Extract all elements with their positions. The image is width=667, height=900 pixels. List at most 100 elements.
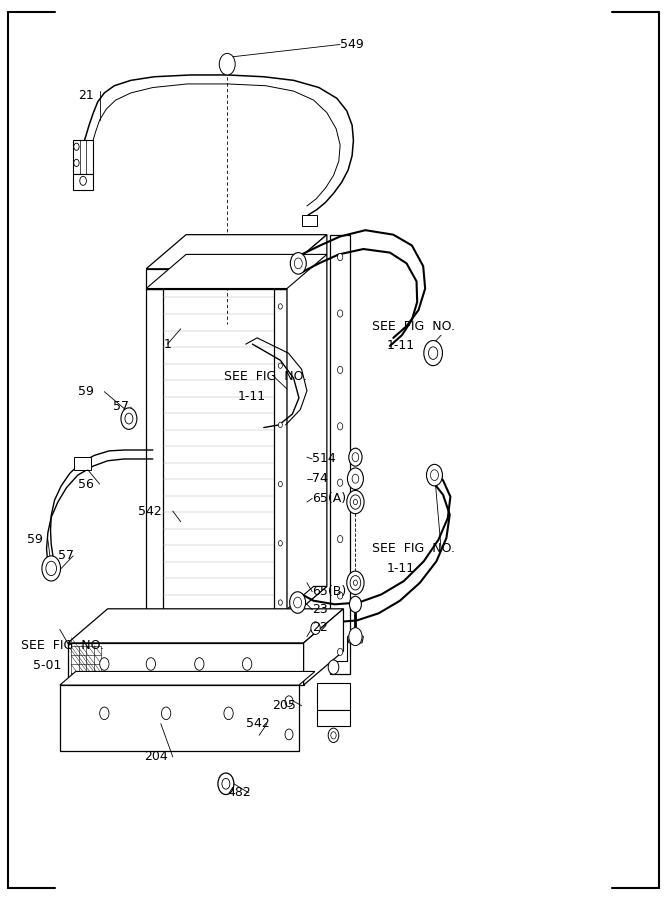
Text: 74: 74 bbox=[312, 472, 328, 485]
Circle shape bbox=[243, 658, 252, 670]
Text: 1: 1 bbox=[164, 338, 172, 351]
Circle shape bbox=[347, 572, 364, 595]
Polygon shape bbox=[73, 174, 93, 190]
Circle shape bbox=[222, 778, 230, 789]
Text: 482: 482 bbox=[227, 787, 251, 799]
Circle shape bbox=[294, 258, 302, 269]
Text: 549: 549 bbox=[340, 38, 364, 51]
Text: 5-01: 5-01 bbox=[33, 659, 61, 671]
Circle shape bbox=[224, 707, 233, 720]
Circle shape bbox=[331, 732, 336, 739]
Text: SEE  FIG  NO.: SEE FIG NO. bbox=[372, 542, 455, 555]
Circle shape bbox=[278, 363, 282, 368]
Text: 59: 59 bbox=[78, 385, 93, 398]
Text: 542: 542 bbox=[137, 505, 161, 518]
Polygon shape bbox=[68, 643, 303, 685]
Circle shape bbox=[354, 580, 358, 586]
Circle shape bbox=[338, 479, 343, 486]
Circle shape bbox=[278, 422, 282, 427]
Text: 59: 59 bbox=[27, 533, 43, 546]
Circle shape bbox=[338, 423, 343, 430]
Polygon shape bbox=[301, 215, 317, 226]
Circle shape bbox=[328, 660, 339, 674]
Polygon shape bbox=[146, 235, 327, 269]
Text: 1-11: 1-11 bbox=[237, 390, 265, 402]
Circle shape bbox=[46, 562, 57, 576]
Text: 56: 56 bbox=[78, 478, 93, 491]
Circle shape bbox=[125, 413, 133, 424]
Polygon shape bbox=[330, 235, 350, 674]
Text: 65(B): 65(B) bbox=[312, 585, 346, 598]
Polygon shape bbox=[146, 620, 287, 636]
Polygon shape bbox=[60, 685, 299, 751]
Circle shape bbox=[338, 254, 343, 261]
Polygon shape bbox=[146, 269, 287, 289]
Circle shape bbox=[354, 500, 358, 505]
Text: 23: 23 bbox=[312, 603, 328, 616]
Text: 21: 21 bbox=[78, 89, 93, 102]
Polygon shape bbox=[317, 683, 350, 710]
Text: 57: 57 bbox=[58, 549, 74, 562]
Text: 22: 22 bbox=[312, 621, 328, 634]
Text: 57: 57 bbox=[113, 400, 129, 413]
Circle shape bbox=[347, 491, 364, 514]
Polygon shape bbox=[303, 608, 344, 685]
Polygon shape bbox=[146, 289, 163, 620]
Circle shape bbox=[289, 592, 305, 613]
Circle shape bbox=[328, 728, 339, 742]
Circle shape bbox=[285, 729, 293, 740]
Circle shape bbox=[350, 576, 361, 590]
Circle shape bbox=[338, 366, 343, 373]
Circle shape bbox=[278, 482, 282, 487]
Polygon shape bbox=[68, 608, 344, 643]
Circle shape bbox=[285, 696, 293, 706]
Circle shape bbox=[428, 346, 438, 359]
Circle shape bbox=[349, 448, 362, 466]
Circle shape bbox=[218, 773, 234, 795]
Text: SEE  FIG  NO.: SEE FIG NO. bbox=[372, 320, 455, 333]
Circle shape bbox=[42, 556, 61, 581]
Text: 205: 205 bbox=[272, 699, 296, 712]
Circle shape bbox=[349, 627, 362, 645]
Circle shape bbox=[338, 592, 343, 599]
Polygon shape bbox=[273, 289, 287, 620]
Polygon shape bbox=[60, 671, 315, 685]
Circle shape bbox=[426, 464, 442, 486]
Circle shape bbox=[74, 143, 79, 150]
Circle shape bbox=[430, 470, 438, 481]
Polygon shape bbox=[348, 631, 364, 643]
Circle shape bbox=[74, 159, 79, 166]
Circle shape bbox=[424, 340, 442, 365]
Circle shape bbox=[311, 622, 320, 634]
Circle shape bbox=[338, 536, 343, 543]
Circle shape bbox=[338, 648, 343, 655]
Polygon shape bbox=[273, 587, 327, 620]
Circle shape bbox=[121, 408, 137, 429]
Circle shape bbox=[219, 53, 235, 75]
Polygon shape bbox=[75, 457, 91, 470]
Polygon shape bbox=[317, 710, 350, 726]
Circle shape bbox=[278, 599, 282, 605]
Circle shape bbox=[223, 58, 232, 70]
Polygon shape bbox=[73, 140, 93, 174]
Text: 1-11: 1-11 bbox=[387, 339, 415, 353]
Circle shape bbox=[352, 453, 359, 462]
Circle shape bbox=[278, 541, 282, 546]
Text: 514: 514 bbox=[312, 453, 336, 465]
Circle shape bbox=[146, 658, 155, 670]
Circle shape bbox=[352, 474, 359, 483]
Circle shape bbox=[278, 304, 282, 309]
Polygon shape bbox=[146, 255, 327, 289]
Circle shape bbox=[290, 253, 306, 274]
Text: 542: 542 bbox=[246, 717, 269, 730]
Text: SEE  FIG  NO.: SEE FIG NO. bbox=[224, 370, 307, 382]
Circle shape bbox=[338, 310, 343, 317]
Text: 1-11: 1-11 bbox=[387, 562, 415, 575]
Circle shape bbox=[99, 658, 109, 670]
Circle shape bbox=[348, 468, 364, 490]
Circle shape bbox=[350, 596, 362, 612]
Text: SEE  FIG  NO.: SEE FIG NO. bbox=[21, 639, 104, 652]
Circle shape bbox=[350, 495, 361, 509]
Polygon shape bbox=[287, 235, 327, 620]
Circle shape bbox=[195, 658, 204, 670]
